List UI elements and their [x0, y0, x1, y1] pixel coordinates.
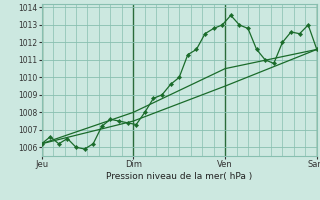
X-axis label: Pression niveau de la mer( hPa ): Pression niveau de la mer( hPa ) [106, 172, 252, 181]
